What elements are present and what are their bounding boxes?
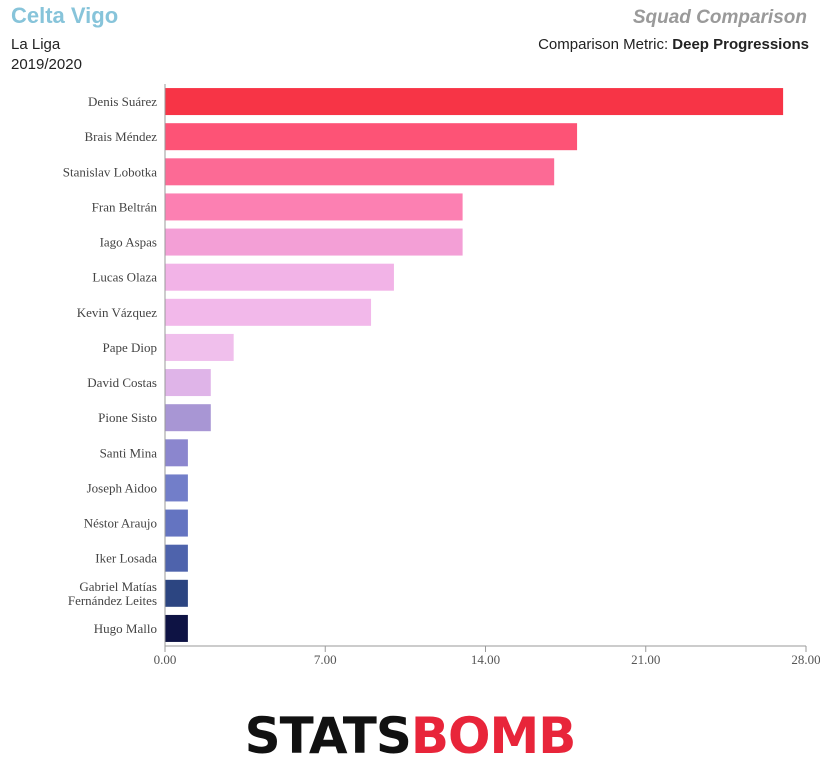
player-label-line: Stanislav Lobotka — [63, 164, 157, 179]
player-label: Lucas Olaza — [92, 270, 157, 285]
player-label-line: David Costas — [87, 375, 157, 390]
player-label: Denis Suárez — [88, 94, 157, 109]
statsbomb-logo: STATSBOMB — [0, 708, 820, 764]
player-label-line: Pione Sisto — [98, 410, 157, 425]
league-name: La Liga — [11, 36, 61, 53]
bar — [165, 579, 188, 607]
player-label-line: Gabriel Matías — [79, 579, 157, 594]
player-label-line: Santi Mina — [100, 445, 158, 460]
player-label-line: Joseph Aidoo — [87, 480, 157, 495]
x-tick-label: 7.00 — [314, 652, 337, 667]
bar — [165, 228, 463, 256]
player-label-line: Fernández Leites — [68, 593, 157, 608]
bar — [165, 123, 578, 151]
metric-value: Deep Progressions — [672, 36, 809, 53]
x-tick-label: 21.00 — [631, 652, 660, 667]
report-title: Squad Comparison — [632, 7, 807, 28]
player-label: Hugo Mallo — [94, 621, 157, 636]
player-label: Iker Losada — [95, 551, 157, 566]
player-label-line: Lucas Olaza — [92, 270, 157, 285]
logo-text-stats: STATS — [244, 707, 412, 765]
player-label: Santi Mina — [100, 445, 158, 460]
player-label: Iago Aspas — [100, 235, 157, 250]
player-label: Brais Méndez — [84, 129, 157, 144]
player-label: Pape Diop — [102, 340, 157, 355]
bar — [165, 509, 188, 537]
player-label: Stanislav Lobotka — [63, 164, 157, 179]
bar — [165, 193, 463, 221]
bar — [165, 298, 372, 326]
player-label-line: Néstor Araujo — [84, 516, 157, 531]
bar — [165, 369, 211, 397]
player-label-line: Kevin Vázquez — [77, 305, 157, 320]
player-label-line: Hugo Mallo — [94, 621, 157, 636]
bar — [165, 614, 188, 642]
player-label: David Costas — [87, 375, 157, 390]
bar — [165, 404, 211, 432]
player-label: Gabriel Matías Fernández Leites — [68, 579, 157, 608]
bar — [165, 158, 555, 186]
player-label-line: Brais Méndez — [84, 129, 157, 144]
team-title: Celta Vigo — [11, 3, 119, 28]
player-label-line: Fran Beltrán — [92, 199, 158, 214]
bar-chart: Denis Suárez Brais Méndez Stanislav Lobotk… — [63, 84, 820, 667]
player-label-line: Pape Diop — [102, 340, 157, 355]
player-label: Fran Beltrán — [92, 199, 158, 214]
player-label: Kevin Vázquez — [77, 305, 157, 320]
season-label: 2019/2020 — [11, 56, 82, 73]
bar — [165, 544, 188, 572]
player-label-line: Denis Suárez — [88, 94, 157, 109]
bar — [165, 474, 188, 502]
bar — [165, 333, 234, 361]
metric-label: Comparison Metric: — [538, 36, 673, 53]
x-tick-label: 14.00 — [471, 652, 500, 667]
x-tick-label: 28.00 — [791, 652, 820, 667]
player-label: Joseph Aidoo — [87, 480, 157, 495]
logo-text-bomb: BOMB — [410, 707, 576, 765]
bar — [165, 263, 394, 291]
x-tick-label: 0.00 — [154, 652, 177, 667]
bar — [165, 88, 784, 116]
bar — [165, 439, 188, 467]
player-label-line: Iker Losada — [95, 551, 157, 566]
comparison-metric: Comparison Metric: Deep Progressions — [538, 36, 809, 53]
player-label-line: Iago Aspas — [100, 235, 157, 250]
player-label: Néstor Araujo — [84, 516, 157, 531]
player-label: Pione Sisto — [98, 410, 157, 425]
